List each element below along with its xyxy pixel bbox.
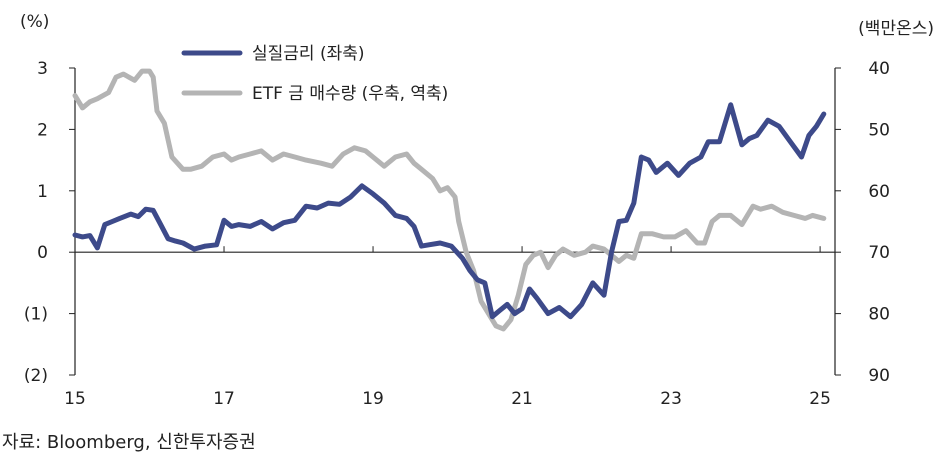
x-tick-label: 19: [362, 389, 384, 409]
right-tick-label: 80: [868, 305, 890, 325]
legend: 실질금리 (좌축) ETF 금 매수량 (우축, 역축): [181, 44, 448, 104]
right-tick-label: 50: [868, 120, 890, 140]
left-tick-label: 3: [37, 59, 48, 79]
right-tick-label: 60: [868, 182, 890, 202]
series-line-real-rate: [72, 102, 827, 320]
right-tick-label: 70: [868, 243, 890, 263]
left-tick-label: 1: [37, 182, 48, 202]
right-tick-label: 90: [868, 366, 890, 386]
x-tick-label: 21: [511, 389, 533, 409]
x-tick-label: 15: [64, 389, 86, 409]
right-axis-unit: (백만온스): [858, 19, 934, 39]
right-tick-label: 40: [868, 59, 890, 79]
legend-label-real-rate: 실질금리 (좌축): [252, 44, 365, 64]
left-tick-label: (2): [24, 366, 48, 386]
source-note: 자료: Bloomberg, 신한투자증권: [2, 432, 256, 453]
x-tick-label: 25: [809, 389, 831, 409]
left-axis-unit: (%): [20, 12, 49, 32]
x-tick-label: 17: [213, 389, 235, 409]
series-lines: [72, 68, 827, 332]
series-line-etf-gold: [72, 68, 827, 332]
left-tick-label: 2: [37, 120, 48, 140]
left-tick-label: 0: [37, 243, 48, 263]
x-tick-label: 23: [660, 389, 682, 409]
legend-label-etf-gold: ETF 금 매수량 (우축, 역축): [252, 84, 448, 104]
left-tick-label: (1): [24, 305, 48, 325]
